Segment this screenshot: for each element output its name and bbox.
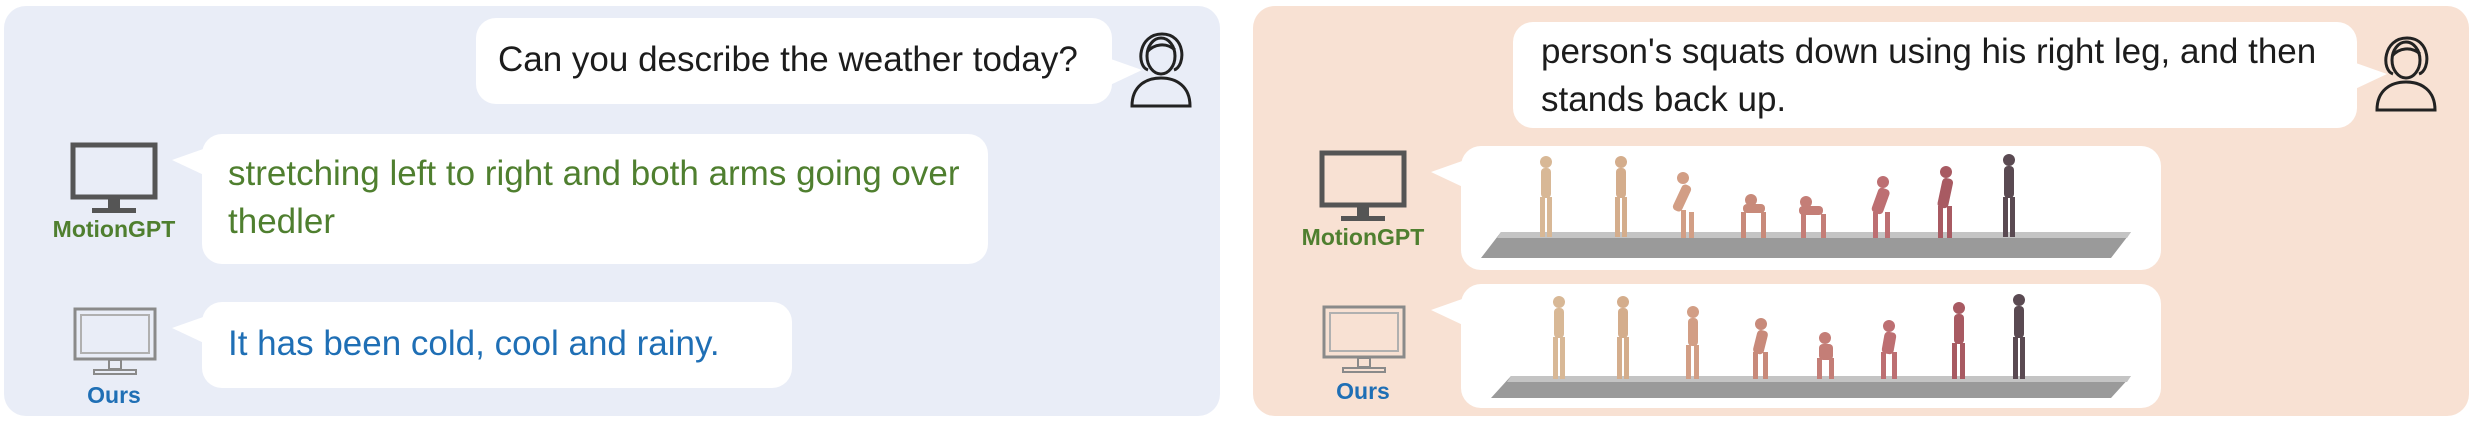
ours-pose-7 bbox=[1952, 302, 1965, 379]
ours-pose-8 bbox=[2013, 294, 2025, 379]
ours-monitor-icon bbox=[1322, 305, 1406, 373]
right-panel: person's squats down using his right leg… bbox=[1253, 6, 2469, 416]
ours-motion-sequence bbox=[1491, 294, 2131, 398]
ours-label: Ours bbox=[87, 382, 141, 408]
motiongpt-reply-text: stretching left to right and both arms g… bbox=[228, 154, 960, 241]
motiongpt-pose-8 bbox=[2003, 154, 2015, 237]
motiongpt-pose-5 bbox=[1799, 196, 1826, 238]
ours-pose-1 bbox=[1553, 296, 1565, 379]
user-question-text: person's squats down using his right leg… bbox=[1541, 32, 2317, 119]
ours-monitor-icon bbox=[73, 307, 157, 375]
left-panel: Can you describe the weather today? Moti… bbox=[4, 6, 1220, 416]
user-icon bbox=[1130, 32, 1192, 108]
user-question-bubble: person's squats down using his right leg… bbox=[1513, 22, 2387, 128]
motiongpt-monitor-icon bbox=[1319, 150, 1407, 221]
ours-pose-2 bbox=[1617, 296, 1629, 379]
motiongpt-pose-1 bbox=[1540, 156, 1552, 237]
motiongpt-label: MotionGPT bbox=[52, 216, 176, 242]
motiongpt-pose-7 bbox=[1937, 166, 1954, 238]
user-icon bbox=[2375, 36, 2437, 112]
user-question-bubble: Can you describe the weather today? bbox=[476, 18, 1142, 104]
ours-motion-bubble bbox=[1431, 284, 2161, 408]
motiongpt-pose-3 bbox=[1672, 172, 1694, 238]
ours-reply-bubble: It has been cold, cool and rainy. bbox=[172, 302, 792, 388]
user-question-text: Can you describe the weather today? bbox=[498, 40, 1078, 79]
motiongpt-pose-4 bbox=[1741, 194, 1766, 238]
motiongpt-pose-2 bbox=[1615, 156, 1627, 237]
motiongpt-reply-bubble: stretching left to right and both arms g… bbox=[172, 134, 988, 264]
motiongpt-monitor-icon bbox=[70, 142, 158, 213]
ours-pose-3 bbox=[1686, 306, 1699, 379]
ours-pose-4 bbox=[1753, 318, 1768, 379]
ours-reply-text: It has been cold, cool and rainy. bbox=[228, 324, 720, 363]
motiongpt-motion-bubble bbox=[1431, 146, 2161, 270]
ours-pose-6 bbox=[1881, 320, 1897, 379]
motiongpt-motion-sequence bbox=[1481, 154, 2131, 258]
ours-pose-5 bbox=[1817, 332, 1834, 379]
ours-label: Ours bbox=[1336, 378, 1390, 404]
motiongpt-pose-6 bbox=[1871, 176, 1890, 238]
motiongpt-label: MotionGPT bbox=[1301, 224, 1425, 250]
